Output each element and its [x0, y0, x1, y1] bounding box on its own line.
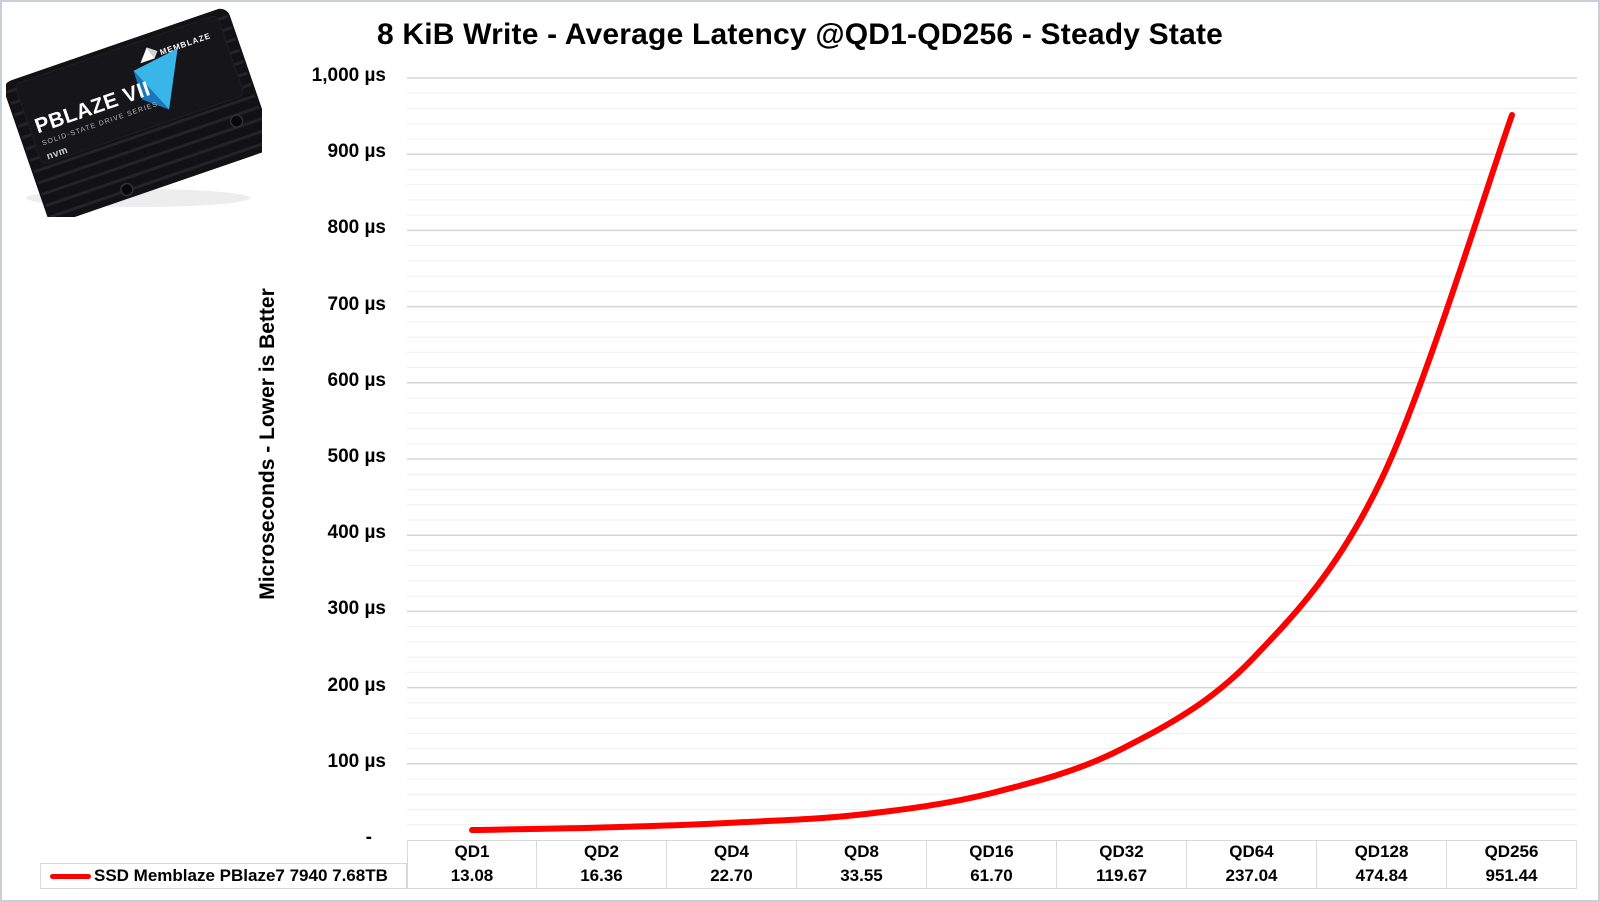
table-value-cell: 474.84	[1317, 863, 1447, 889]
series-curve	[469, 112, 1515, 834]
table-value-cell: 13.08	[407, 863, 537, 889]
ssd-label-panel	[15, 15, 244, 164]
product-image: MEMBLAZE PBLAZE VII SOLID-STATE DRIVE SE…	[6, 8, 262, 217]
table-header-cell: QD16	[927, 840, 1057, 864]
legend-cell: SSD Memblaze PBlaze7 7940 7.68TB	[40, 863, 407, 889]
table-value-cell: 237.04	[1187, 863, 1317, 889]
table-header-cell: QD4	[667, 840, 797, 864]
table-value-cell: 22.70	[667, 863, 797, 889]
table-header-cell: QD2	[537, 840, 667, 864]
table-header-cell: QD8	[797, 840, 927, 864]
series-line-marker	[50, 873, 91, 879]
table-value-cell: 33.55	[797, 863, 927, 889]
memblaze-logo-icon	[140, 47, 158, 64]
table-header-cell: QD1	[407, 840, 537, 864]
y-tick-label: 100 µs	[327, 750, 387, 772]
y-tick-label: 1,000 µs	[311, 65, 386, 86]
y-tick-label: 500 µs	[327, 446, 387, 467]
table-value-cell: 119.67	[1057, 863, 1187, 889]
legend-label: SSD Memblaze PBlaze7 7940 7.68TB	[94, 866, 388, 885]
y-tick-label: 400 µs	[327, 522, 387, 544]
table-value-cell: 16.36	[537, 863, 667, 889]
table-value-cell: 61.70	[927, 863, 1057, 889]
table-header-cell: QD256	[1447, 840, 1577, 864]
table-header-cell: QD32	[1057, 840, 1187, 864]
ssd-screw	[120, 114, 244, 197]
table-value-cell: 951.44	[1447, 863, 1577, 889]
y-tick-label: -	[365, 827, 372, 848]
table-header-cell: QD128	[1317, 840, 1447, 864]
y-tick-label: 200 µs	[327, 674, 387, 696]
blue-flag-graphic	[133, 48, 178, 110]
y-tick-label: 800 µs	[327, 217, 387, 239]
chart-title: 8 KiB Write - Average Latency @QD1-QD256…	[376, 18, 1224, 51]
y-tick-label: 900 µs	[327, 141, 387, 163]
y-tick-label: 300 µs	[327, 598, 387, 620]
y-tick-label: 600 µs	[327, 369, 387, 391]
table-header-cell: QD64	[1187, 840, 1317, 864]
y-tick-label: 700 µs	[327, 293, 387, 315]
